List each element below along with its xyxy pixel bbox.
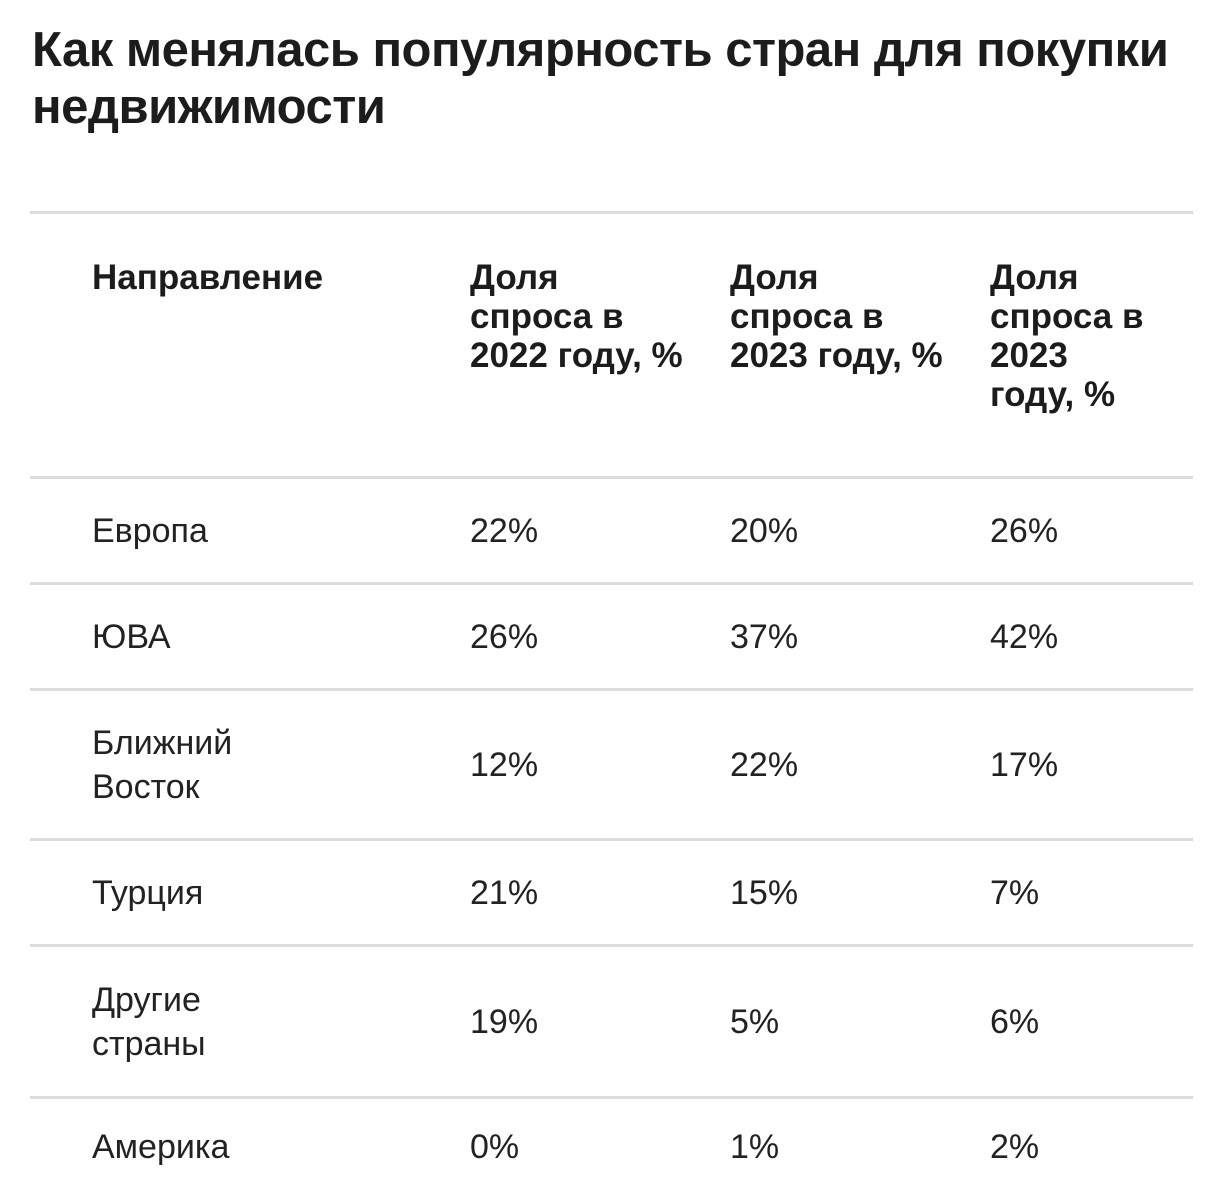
table-row: Европа 22% 20% 26%: [30, 477, 1193, 585]
demand-table: Направление Доля спроса в 2022 году, % Д…: [30, 211, 1193, 1196]
share-cell: 37%: [730, 583, 990, 691]
table-header-row: Направление Доля спроса в 2022 году, % Д…: [30, 212, 1193, 479]
share-cell: 20%: [730, 477, 990, 585]
header-share-2022: Доля спроса в 2022 году, %: [470, 212, 730, 479]
share-cell: 6%: [990, 945, 1193, 1099]
share-cell: 12%: [470, 689, 730, 841]
share-cell: 26%: [990, 477, 1193, 585]
direction-cell: Турция: [30, 839, 470, 947]
share-cell: 0%: [470, 1128, 520, 1167]
share-cell: 42%: [990, 583, 1193, 691]
share-cell: 17%: [990, 689, 1193, 841]
share-cell: 22%: [470, 477, 730, 585]
header-direction: Направление: [30, 212, 470, 479]
table-row: Турция 21% 15% 7%: [30, 839, 1193, 947]
direction-cell: Другие страны: [30, 945, 470, 1099]
table-row: Другие страны 19% 5% 6%: [30, 945, 1193, 1099]
direction-cell: Америка: [92, 1128, 230, 1167]
share-cell: 21%: [470, 839, 730, 947]
share-cell: 22%: [730, 689, 990, 841]
share-cell: 19%: [470, 945, 730, 1099]
share-cell: 26%: [470, 583, 730, 691]
page-title: Как менялась популярность стран для поку…: [32, 23, 1169, 134]
share-cell: 5%: [730, 945, 990, 1099]
table-row: Америка 0% 1% 2%: [30, 1098, 1193, 1196]
direction-cell: ЮВА: [30, 583, 470, 691]
direction-cell: Ближний Восток: [30, 689, 470, 841]
header-share-2023-a: Доля спроса в 2023 году, %: [730, 212, 990, 479]
table-row: ЮВА 26% 37% 42%: [30, 583, 1193, 691]
direction-cell: Европа: [30, 477, 470, 585]
share-cell: 2%: [990, 1128, 1040, 1167]
header-share-2023-b: Доля спроса в 2023 году, %: [990, 212, 1193, 479]
share-cell: 15%: [730, 839, 990, 947]
table-row: Ближний Восток 12% 22% 17%: [30, 689, 1193, 841]
share-cell: 7%: [990, 839, 1193, 947]
share-cell: 1%: [730, 1128, 780, 1167]
